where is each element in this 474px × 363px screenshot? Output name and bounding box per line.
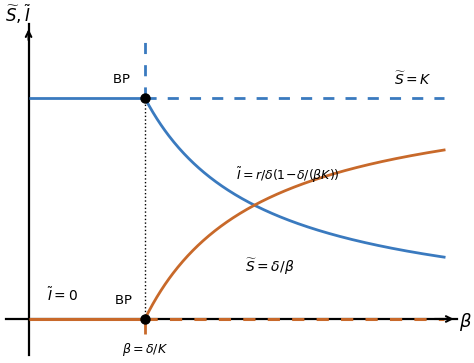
Text: $\widetilde{I}=r/\delta(1\!-\!\delta/(\beta K))$: $\widetilde{I}=r/\delta(1\!-\!\delta/(\b… (237, 166, 340, 185)
Text: $\widetilde{S}=\delta/\beta$: $\widetilde{S}=\delta/\beta$ (245, 256, 294, 277)
Text: $\widetilde{S},\widetilde{I}$: $\widetilde{S},\widetilde{I}$ (5, 3, 31, 26)
Text: $\beta=\delta/K$: $\beta=\delta/K$ (122, 341, 168, 358)
Text: $\widetilde{I}=0$: $\widetilde{I}=0$ (47, 286, 78, 304)
Text: $\beta$: $\beta$ (459, 311, 472, 333)
Text: $\widetilde{S}=K$: $\widetilde{S}=K$ (394, 71, 432, 89)
Text: $\mathrm{BP}$: $\mathrm{BP}$ (114, 294, 132, 306)
Text: $\mathrm{BP}$: $\mathrm{BP}$ (112, 73, 130, 86)
